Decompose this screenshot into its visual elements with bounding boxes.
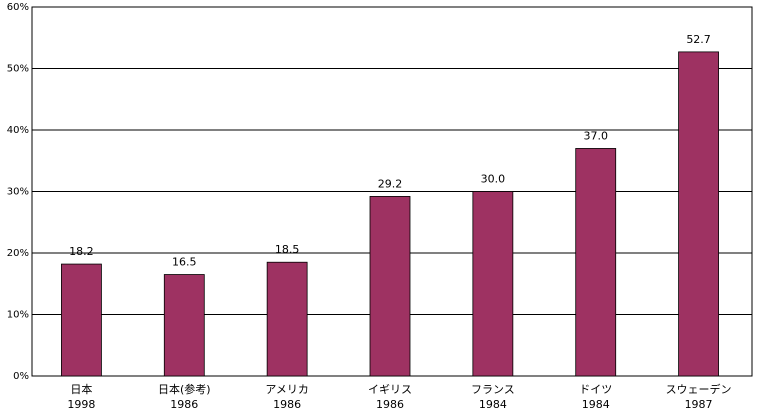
y-tick-label: 10% [7,310,29,321]
x-tick-label: 日本(参考) [158,382,211,396]
value-label: 18.5 [275,243,300,256]
y-tick-label: 0% [13,371,29,382]
x-tick-label: 1998 [67,398,95,411]
x-tick-label: 1987 [685,398,713,411]
x-tick-label: フランス [471,383,515,396]
bar [575,148,617,377]
x-tick-label: ドイツ [579,383,612,396]
y-tick-label: 40% [7,125,29,136]
x-tick-label: イギリス [368,383,412,396]
value-label: 30.0 [481,173,506,186]
value-label: 16.5 [172,256,197,269]
x-tick-label: アメリカ [265,383,308,396]
bar [678,51,719,377]
bar [472,191,514,377]
y-tick-label: 50% [7,64,29,75]
value-label: 18.2 [69,245,94,258]
bar [369,196,411,377]
bar [61,263,102,377]
x-tick-label: 1986 [170,398,198,411]
bar [266,261,308,377]
x-tick-label: 1984 [582,398,610,411]
y-tick-label: 20% [7,248,29,259]
x-tick-label: 1984 [479,398,507,411]
y-tick-label: 30% [7,187,29,198]
x-tick-label: 日本 [70,382,92,396]
y-tick-label: 60% [7,2,29,13]
value-label: 52.7 [686,33,711,46]
bar [163,274,205,377]
x-tick-label: スウェーデン [666,382,732,396]
x-tick-label: 1986 [273,398,301,411]
value-label: 37.0 [583,129,608,142]
value-label: 29.2 [378,177,403,190]
x-tick-label: 1986 [376,398,404,411]
